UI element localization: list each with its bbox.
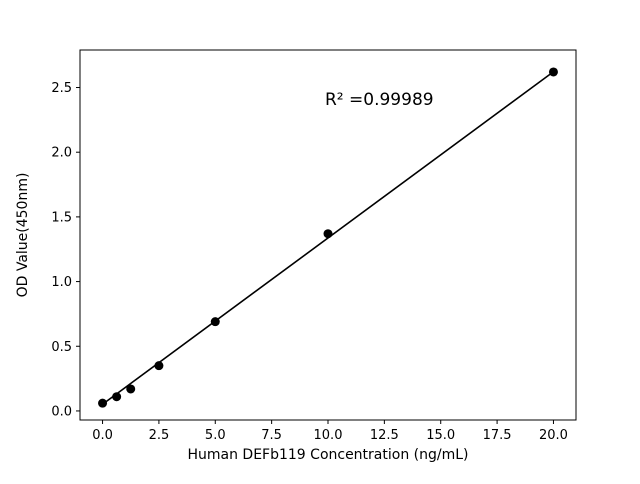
x-tick-label: 15.0 (426, 428, 455, 443)
y-axis-label: OD Value(450nm) (15, 173, 31, 298)
y-tick-label: 2.5 (51, 81, 72, 96)
x-axis-label: Human DEFb119 Concentration (ng/mL) (187, 447, 468, 463)
x-tick-label: 12.5 (370, 428, 399, 443)
x-tick-label: 17.5 (483, 428, 512, 443)
plot-layer: 0.0 2.5 5.0 7.5 10.0 12.5 15.0 17.5 20.0 0.0 0.5 1.… (51, 49, 577, 443)
data-point (323, 229, 333, 239)
y-tick-label: 0.5 (51, 340, 72, 355)
y-tick-label: 0.0 (51, 404, 72, 419)
y-tick-label: 1.0 (51, 275, 72, 290)
x-tick-label: 2.5 (149, 428, 170, 443)
data-point (126, 384, 136, 394)
data-point (98, 398, 108, 408)
data-point (548, 67, 558, 77)
x-tick-label: 10.0 (314, 428, 343, 443)
data-point (112, 392, 122, 402)
x-tick-label: 0.0 (92, 428, 113, 443)
data-point (154, 361, 164, 371)
y-tick-label: 1.5 (51, 210, 72, 225)
x-tick-label: 7.5 (261, 428, 282, 443)
y-tick-label: 2.0 (51, 146, 72, 161)
x-tick-label: 5.0 (205, 428, 226, 443)
r-squared-annotation: R² =0.99989 (325, 90, 434, 110)
data-point (210, 317, 220, 327)
x-tick-label: 20.0 (539, 428, 568, 443)
